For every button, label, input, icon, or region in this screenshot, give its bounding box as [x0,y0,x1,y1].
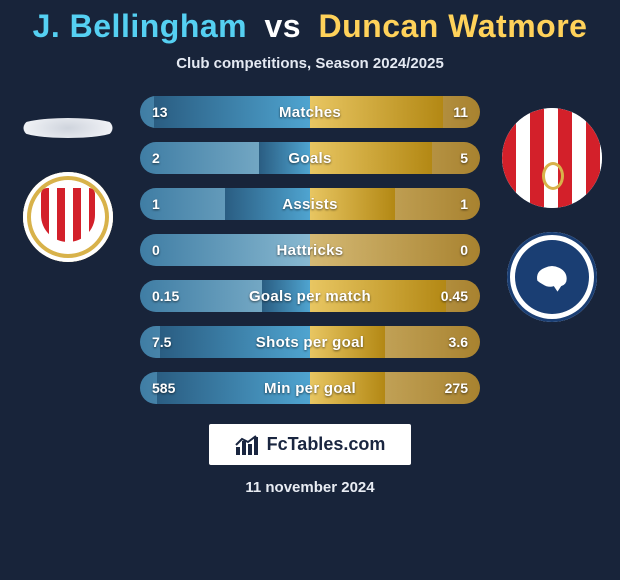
brand-link[interactable]: FcTables.com [209,424,412,465]
player1-name: J. Bellingham [33,8,248,44]
player1-avatar [16,108,120,148]
comparison-card: J. Bellingham vs Duncan Watmore Club com… [0,0,620,580]
page-title: J. Bellingham vs Duncan Watmore [33,8,588,45]
stat-row: 585275Min per goal [140,372,480,404]
footer: FcTables.com 11 november 2024 [209,424,412,496]
stat-label: Hattricks [140,234,480,266]
sunderland-shield-icon [41,188,95,242]
subtitle: Club competitions, Season 2024/2025 [176,55,444,72]
stat-row: 25Goals [140,142,480,174]
player2-avatar [502,108,602,208]
vs-text: vs [265,8,302,44]
lion-icon [530,255,574,299]
stat-label: Goals per match [140,280,480,312]
stat-label: Min per goal [140,372,480,404]
stat-label: Goals [140,142,480,174]
fctables-chart-icon [235,435,259,455]
main-row: 1311Matches 25Goals 11Assists 00Hattricks 0.… [0,96,620,404]
stat-label: Matches [140,96,480,128]
brand-label: FcTables.com [267,434,386,455]
stat-row: 00Hattricks [140,234,480,266]
stat-row: 0.150.45Goals per match [140,280,480,312]
left-side-column [8,96,128,262]
sunderland-badge-icon [23,172,113,262]
striped-jersey-icon [502,108,602,208]
right-side-column [492,96,612,322]
player2-name: Duncan Watmore [318,8,587,44]
stats-list: 1311Matches 25Goals 11Assists 00Hattricks 0.… [128,96,492,404]
stat-row: 7.53.6Shots per goal [140,326,480,358]
millwall-badge-icon [507,232,597,322]
stat-row: 11Assists [140,188,480,220]
stat-row: 1311Matches [140,96,480,128]
stat-label: Assists [140,188,480,220]
jersey-loop-icon [542,162,564,190]
date-label: 11 november 2024 [245,479,374,496]
stat-label: Shots per goal [140,326,480,358]
